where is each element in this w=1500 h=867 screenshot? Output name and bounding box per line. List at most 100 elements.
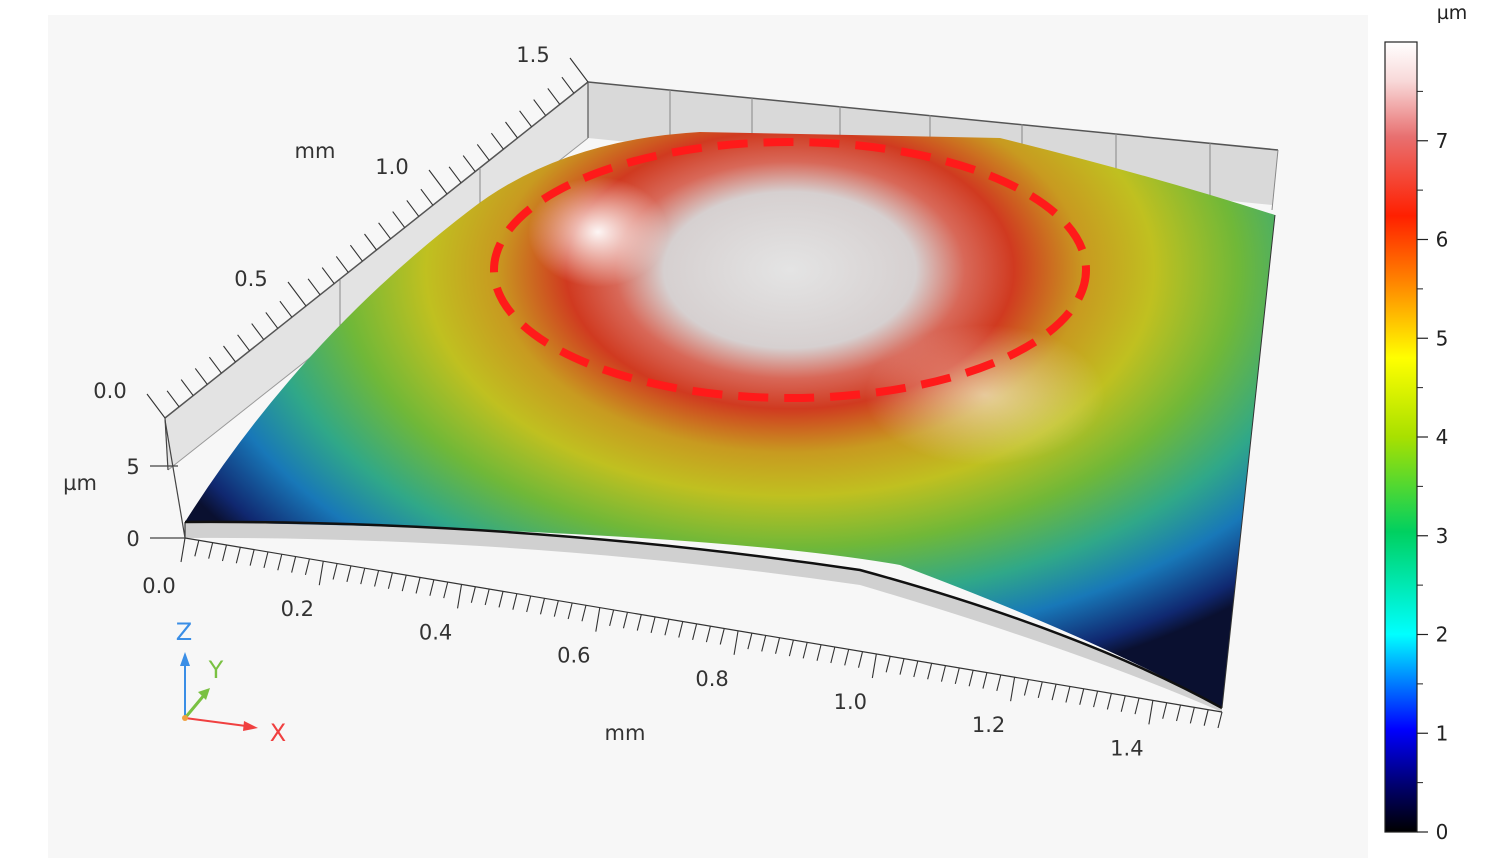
colorbar-tick-label: 0 [1436,820,1449,844]
x-tick [1065,686,1071,703]
triad-origin [182,715,188,721]
x-tick [899,658,905,675]
x-tick [940,665,947,682]
x-tick [1189,707,1195,724]
y-axis-ticks [146,57,589,419]
x-tick [484,588,490,606]
z-tick-label: 5 [126,455,139,479]
x-tick [664,619,670,636]
colorbar-tick-label: 7 [1436,129,1449,153]
colorbar-tick-label: 3 [1436,524,1449,548]
annotation-dashed-ellipse [490,138,1090,402]
x-tick [498,591,504,608]
z-axis [150,419,186,539]
triad-x-arrow [243,721,258,731]
x-tick [470,586,476,603]
y-tick [378,222,392,240]
y-tick [420,188,434,206]
x-tick [816,644,822,661]
x-tick [595,607,601,632]
y-tick [392,211,406,228]
x-tick [927,663,933,680]
y-tick [279,300,293,318]
x-tick [1037,681,1043,698]
x-tick [194,540,200,557]
x-axis-tick-labels: 0.0 0.2 0.4 0.6 0.8 1.0 1.2 1.4 [142,574,1143,760]
y-tick [194,368,208,385]
x-tick [318,561,324,586]
x-tick [208,542,214,559]
y-tick-label: 1.5 [516,43,549,67]
x-tick [291,556,297,573]
y-tick [547,88,561,105]
x-tick [512,593,518,610]
x-tick [1162,702,1168,719]
x-tick [553,600,559,617]
colorbar: 0 1 2 3 4 5 6 7 µm [1384,2,1468,844]
axis-triad: Z Y X [176,618,286,747]
x-tick [650,616,656,634]
colorbar-tick-label: 5 [1436,326,1449,350]
x-tick-label: 0.6 [557,644,590,668]
y-tick [208,356,222,374]
x-tick [443,581,449,599]
x-tick [235,547,241,564]
x-tick [1079,688,1085,705]
triad-x-label: X [270,719,286,747]
y-tick [364,233,377,251]
x-tick-label: 0.4 [419,620,452,644]
x-tick [636,614,642,631]
x-tick [968,670,974,687]
y-tick [476,144,490,161]
y-tick-label: 0.5 [234,267,267,291]
x-axis-title: mm [605,721,646,745]
x-tick [374,570,380,587]
x-tick [1106,693,1112,710]
x-tick [1217,711,1223,729]
z-axis-tick-labels: 05 [126,455,139,551]
y-tick [146,393,166,419]
triad-z-label: Z [176,618,192,646]
x-tick [526,595,532,613]
y-tick [349,244,363,262]
x-tick-label: 1.2 [972,713,1005,737]
y-tick [166,390,180,408]
y-tick [307,278,321,296]
x-tick [277,554,283,571]
x-tick [857,651,864,668]
colorbar-tick-label: 2 [1436,623,1449,647]
y-tick [519,110,533,128]
y-tick-label: 1.0 [375,155,408,179]
x-tick [982,672,988,689]
x-tick [332,563,338,580]
x-tick [346,565,352,582]
x-tick [913,660,919,678]
x-tick-label: 1.4 [1110,736,1143,760]
y-tick [265,312,279,329]
x-tick [719,628,725,645]
x-tick [415,577,421,594]
triad-x-line [184,717,247,727]
x-tick [387,572,393,589]
x-tick [539,598,546,615]
y-tick [223,345,236,363]
triad-y-label: Y [208,656,224,684]
y-tick [335,256,349,273]
x-tick [304,558,310,576]
x-tick [609,609,615,627]
y-tick [561,76,575,94]
x-tick [249,549,255,566]
x-tick [263,551,269,569]
x-tick [180,537,186,563]
y-tick [321,267,335,284]
y-tick [406,200,420,217]
triad-y-line [183,693,207,719]
y-tick [569,57,589,83]
x-tick [996,674,1002,692]
x-tick [1148,700,1154,725]
colorbar-unit: µm [1437,2,1468,24]
x-tick [954,667,960,685]
x-tick [871,653,877,679]
